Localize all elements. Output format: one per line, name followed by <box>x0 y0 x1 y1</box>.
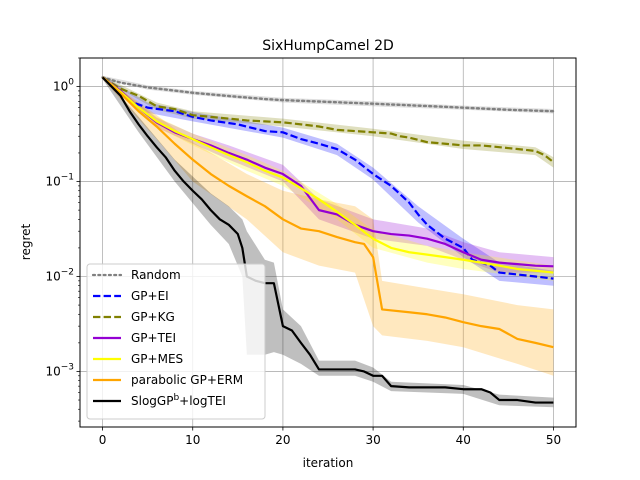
series-line-gp-kg <box>101 76 555 164</box>
y-axis-label: regret <box>19 223 33 260</box>
legend-label: GP+EI <box>131 289 169 303</box>
series-line-random <box>101 76 555 113</box>
legend-label: GP+KG <box>131 310 175 324</box>
x-tick-label: 30 <box>365 433 380 447</box>
legend-label: GP+MES <box>131 352 183 366</box>
legend-label: GP+TEI <box>131 331 176 345</box>
legend-label: parabolic GP+ERM <box>131 373 243 387</box>
legend-label: Random <box>131 268 181 282</box>
band-gp-mes <box>102 75 554 281</box>
y-tick-label: 10−2 <box>45 267 74 283</box>
band-gp-ei <box>102 75 554 286</box>
x-tick-label: 50 <box>546 433 561 447</box>
legend-box <box>86 263 266 420</box>
band-parabolic-gp-erm <box>102 75 554 376</box>
x-axis-label: iteration <box>303 456 354 470</box>
x-tick-label: 10 <box>185 433 200 447</box>
chart-title: SixHumpCamel 2D <box>262 38 394 54</box>
x-tick-label: 40 <box>456 433 471 447</box>
plot-frame <box>79 57 577 428</box>
legend-label: SlogGPb+logTEI <box>131 393 226 408</box>
series-lines <box>101 76 555 404</box>
legend: Random GP+EI GP+KG GP+TEI GP+MES parabolic GP… <box>86 263 266 420</box>
band-gp-kg <box>102 75 554 168</box>
series-line-sloggp-b-logtei <box>101 76 554 404</box>
series-line-parabolic-gp-erm <box>101 76 554 349</box>
x-tick-label: 20 <box>275 433 290 447</box>
y-tick-label: 10−3 <box>45 362 74 378</box>
series-line-gp-mes <box>101 76 554 274</box>
axis-ticks: 0 10 20 30 40 50 100 10−1 10−2 10−3 <box>45 57 561 447</box>
x-tick-label: 0 <box>99 433 107 447</box>
y-tick-label: 10−1 <box>45 173 74 189</box>
y-tick-label: 100 <box>53 78 74 94</box>
